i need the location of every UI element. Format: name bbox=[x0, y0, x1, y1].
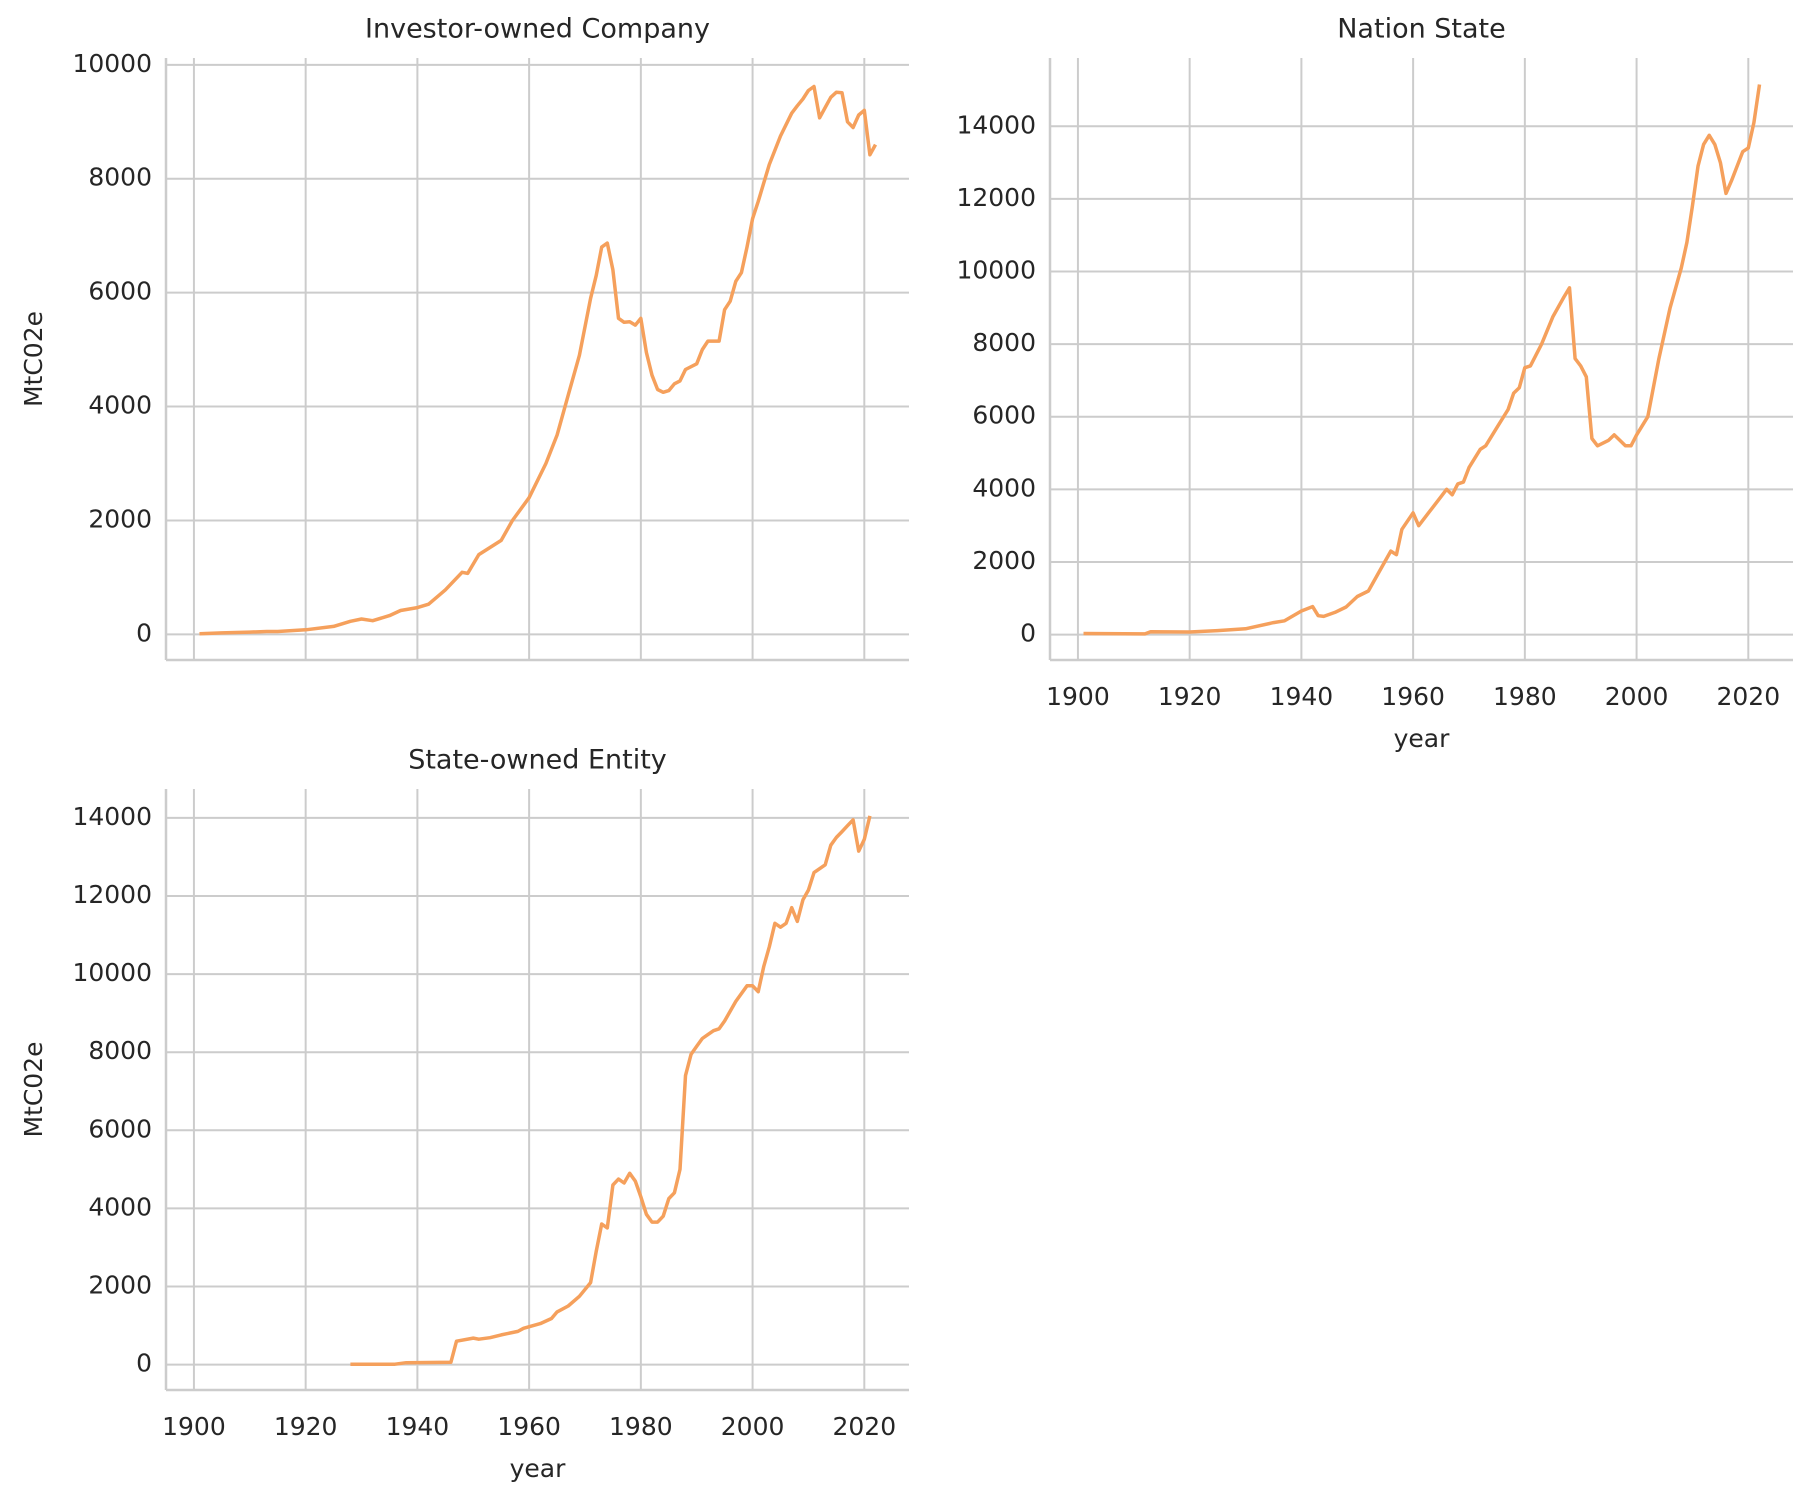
y-tick-label: 12000 bbox=[72, 880, 152, 909]
subplot-title: Investor-owned Company bbox=[365, 14, 710, 45]
x-axis-label: year bbox=[1394, 724, 1450, 753]
y-tick-label: 0 bbox=[136, 1349, 152, 1378]
y-tick-label: 4000 bbox=[972, 473, 1036, 502]
x-tick-label: 1920 bbox=[1158, 682, 1222, 711]
y-tick-label: 10000 bbox=[72, 958, 152, 987]
data-line bbox=[350, 815, 872, 1366]
subplot-title: Nation State bbox=[1337, 14, 1506, 45]
y-tick-label: 4000 bbox=[88, 1192, 152, 1221]
x-tick-label: 1980 bbox=[609, 1412, 673, 1441]
x-tick-label: 1900 bbox=[1046, 682, 1110, 711]
y-tick-label: 0 bbox=[136, 618, 152, 647]
x-tick-label: 1940 bbox=[386, 1412, 450, 1441]
x-tick-label: 2020 bbox=[1716, 682, 1780, 711]
data-line bbox=[199, 84, 878, 636]
y-tick-label: 8000 bbox=[88, 1036, 152, 1065]
y-tick-label: 14000 bbox=[956, 110, 1036, 139]
x-tick-label: 2000 bbox=[721, 1412, 785, 1441]
x-tick-label: 1900 bbox=[162, 1412, 226, 1441]
y-tick-label: 2000 bbox=[88, 504, 152, 533]
y-tick-label: 8000 bbox=[972, 328, 1036, 357]
data-line bbox=[1083, 84, 1762, 636]
y-tick-label: 10000 bbox=[72, 49, 152, 78]
y-tick-label: 4000 bbox=[88, 391, 152, 420]
y-tick-label: 0 bbox=[1020, 619, 1036, 648]
y-tick-label: 6000 bbox=[972, 401, 1036, 430]
x-tick-label: 1960 bbox=[1381, 682, 1445, 711]
x-tick-label: 1980 bbox=[1493, 682, 1557, 711]
x-axis-label: year bbox=[510, 1454, 566, 1483]
y-tick-label: 12000 bbox=[956, 183, 1036, 212]
y-tick-label: 6000 bbox=[88, 277, 152, 306]
y-axis-label: MtC02e bbox=[19, 311, 48, 407]
subplot-title: State-owned Entity bbox=[408, 745, 667, 776]
x-tick-label: 1940 bbox=[1270, 682, 1334, 711]
y-tick-label: 6000 bbox=[88, 1114, 152, 1143]
x-tick-label: 1960 bbox=[497, 1412, 561, 1441]
x-tick-label: 1920 bbox=[274, 1412, 338, 1441]
x-tick-label: 2000 bbox=[1605, 682, 1669, 711]
y-tick-label: 10000 bbox=[956, 255, 1036, 284]
y-tick-label: 14000 bbox=[72, 802, 152, 831]
y-tick-label: 2000 bbox=[88, 1271, 152, 1300]
y-tick-label: 2000 bbox=[972, 546, 1036, 575]
y-tick-label: 8000 bbox=[88, 163, 152, 192]
y-axis-label: MtC02e bbox=[19, 1041, 48, 1137]
x-tick-label: 2020 bbox=[832, 1412, 896, 1441]
